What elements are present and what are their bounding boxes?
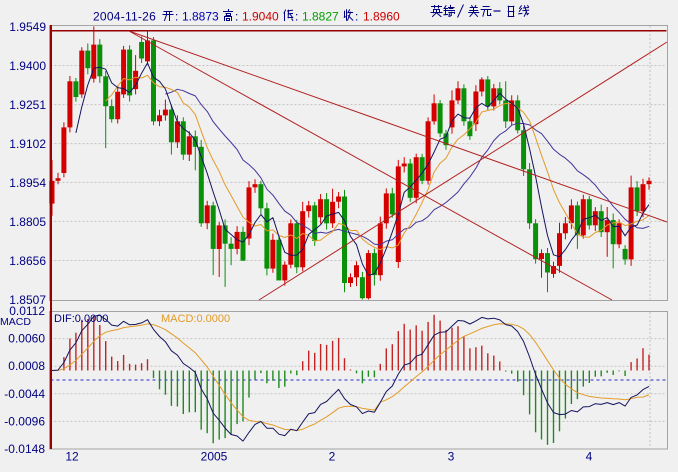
svg-text:2005: 2005: [201, 450, 228, 464]
svg-text::: :: [355, 10, 358, 24]
svg-text:1.8960: 1.8960: [363, 10, 400, 24]
svg-text::: :: [295, 10, 298, 24]
svg-text:MACD:0.0000: MACD:0.0000: [161, 313, 230, 325]
svg-text:1.8656: 1.8656: [9, 254, 46, 268]
svg-text:1.9549: 1.9549: [9, 20, 46, 34]
svg-text:4: 4: [586, 450, 593, 464]
svg-text:2004-11-26: 2004-11-26: [93, 10, 156, 24]
svg-text:-0.0096: -0.0096: [4, 414, 45, 428]
svg-text:0.0008: 0.0008: [8, 359, 45, 373]
svg-text:1.8873: 1.8873: [182, 10, 219, 24]
svg-text:MACD: MACD: [0, 316, 31, 328]
svg-text:1.9400: 1.9400: [9, 59, 46, 73]
svg-text:-0.0044: -0.0044: [4, 387, 45, 401]
svg-text::: :: [235, 10, 238, 24]
svg-text:1.9102: 1.9102: [9, 137, 46, 151]
svg-text:DIF:0.0000: DIF:0.0000: [54, 313, 108, 325]
svg-text:1.8827: 1.8827: [302, 10, 339, 24]
svg-text:12: 12: [65, 450, 79, 464]
svg-text:1.8805: 1.8805: [9, 215, 46, 229]
svg-text:0.0060: 0.0060: [8, 332, 45, 346]
svg-text:3: 3: [448, 450, 455, 464]
svg-text:1.9251: 1.9251: [9, 98, 46, 112]
svg-text::: :: [175, 10, 178, 24]
svg-text:1.9040: 1.9040: [242, 10, 279, 24]
svg-text:1.8954: 1.8954: [9, 176, 46, 190]
svg-text:-0.0148: -0.0148: [4, 442, 45, 456]
svg-text:2: 2: [329, 450, 336, 464]
